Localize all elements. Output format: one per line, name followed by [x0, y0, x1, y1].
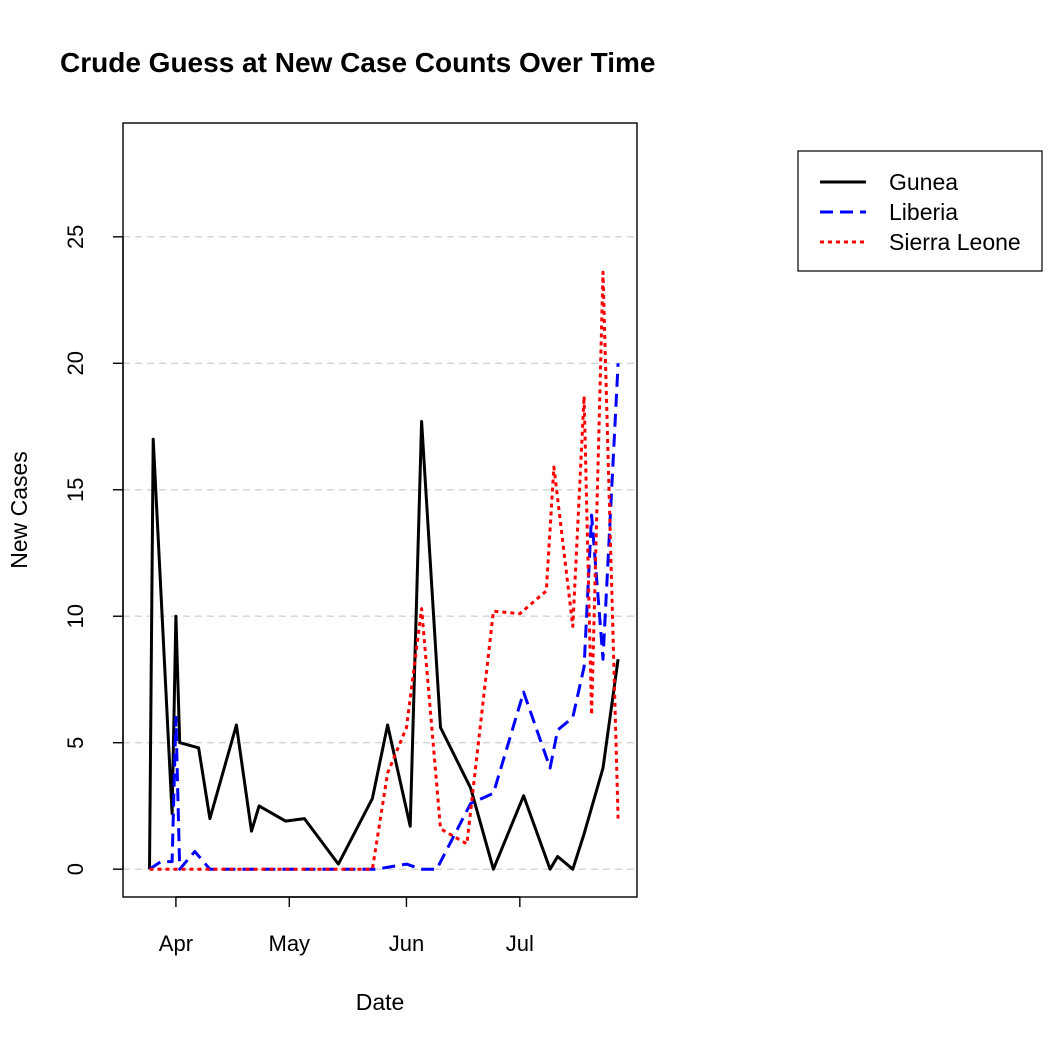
- plot-frame: [122, 122, 638, 898]
- legend: Gunea Liberia Sierra Leone: [797, 150, 1043, 272]
- chart-title: Crude Guess at New Case Counts Over Time: [60, 47, 655, 78]
- legend-box: [797, 150, 1043, 272]
- x-tick-label-2: Jun: [389, 931, 424, 956]
- grid-lines: [123, 236, 637, 870]
- y-axis: 0 5 10 15 20 25: [63, 225, 124, 875]
- series-line-sierra-leone: [149, 270, 620, 871]
- x-axis-label: Date: [356, 989, 405, 1015]
- x-tick-label-3: Jul: [506, 931, 534, 956]
- y-tick-label-3: 15: [63, 478, 88, 502]
- x-tick-label-1: May: [269, 931, 311, 956]
- x-tick-label-0: Apr: [159, 931, 193, 956]
- y-tick-label-4: 20: [63, 351, 88, 375]
- x-axis: Apr May Jun Jul: [159, 896, 534, 956]
- legend-label-1: Liberia: [889, 199, 958, 225]
- series-line-gunea: [148, 420, 620, 871]
- y-tick-label-0: 0: [63, 863, 88, 875]
- y-tick-label-5: 25: [63, 225, 88, 249]
- legend-label-0: Gunea: [889, 169, 958, 195]
- y-axis-label: New Cases: [6, 451, 32, 569]
- series-lines: [148, 270, 620, 871]
- legend-label-2: Sierra Leone: [889, 229, 1021, 255]
- y-tick-label-1: 5: [63, 737, 88, 749]
- y-tick-label-2: 10: [63, 604, 88, 628]
